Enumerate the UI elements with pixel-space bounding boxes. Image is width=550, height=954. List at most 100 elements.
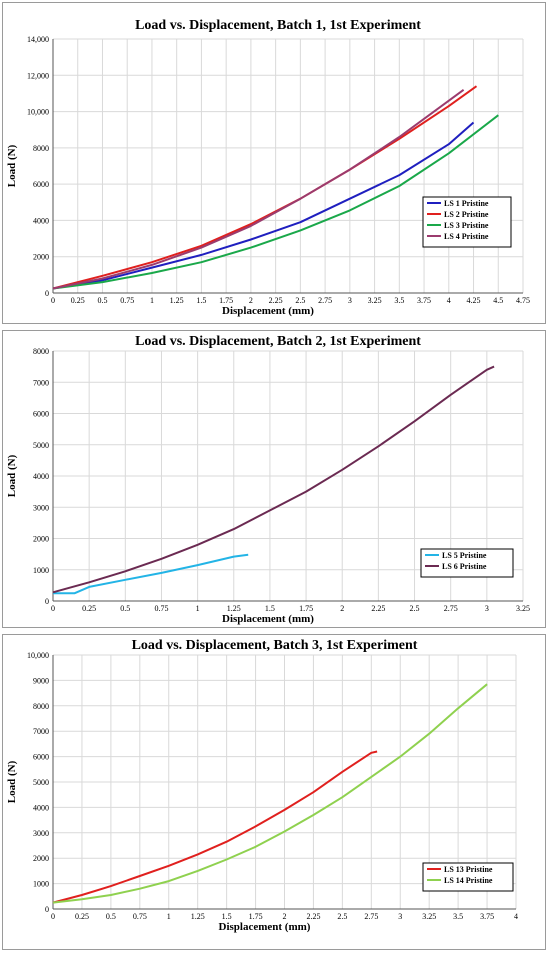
x-tick-label: 1.5 xyxy=(222,912,232,921)
y-tick-label: 8000 xyxy=(33,702,49,711)
y-tick-label: 2000 xyxy=(33,535,49,544)
x-tick-label: 2.5 xyxy=(337,912,347,921)
y-tick-label: 10,000 xyxy=(27,108,49,117)
x-tick-label: 0.75 xyxy=(154,604,168,613)
y-tick-label: 6000 xyxy=(33,410,49,419)
y-tick-label: 14,000 xyxy=(27,35,49,44)
chart-title: Load vs. Displacement, Batch 1, 1st Expe… xyxy=(135,18,421,33)
x-tick-label: 1.5 xyxy=(196,296,206,305)
y-tick-label: 3000 xyxy=(33,829,49,838)
series-line xyxy=(52,85,478,290)
x-tick-label: 1.5 xyxy=(265,604,275,613)
y-tick-label: 8000 xyxy=(33,347,49,356)
x-tick-label: 3.75 xyxy=(417,296,431,305)
x-tick-label: 1 xyxy=(167,912,171,921)
y-tick-label: 6000 xyxy=(33,180,49,189)
x-tick-label: 3.5 xyxy=(394,296,404,305)
x-tick-label: 3.25 xyxy=(516,604,530,613)
series-line xyxy=(52,121,475,290)
y-tick-label: 9000 xyxy=(33,676,49,685)
x-tick-label: 2.75 xyxy=(444,604,458,613)
x-tick-label: 0 xyxy=(51,604,55,613)
chart-panel-batch-2: Load vs. Displacement, Batch 2, 1st Expe… xyxy=(2,330,546,628)
legend-label: LS 6 Pristine xyxy=(442,562,487,571)
x-tick-label: 4.75 xyxy=(516,296,530,305)
y-tick-label: 5000 xyxy=(33,778,49,787)
x-tick-label: 3.25 xyxy=(422,912,436,921)
x-tick-label: 0.75 xyxy=(133,912,147,921)
y-axis-label: Load (N) xyxy=(6,144,18,187)
y-tick-label: 3000 xyxy=(33,503,49,512)
x-tick-label: 2.5 xyxy=(295,296,305,305)
chart-title: Load vs. Displacement, Batch 2, 1st Expe… xyxy=(135,334,421,349)
x-axis-label: Displacement (mm) xyxy=(222,613,314,625)
legend-box xyxy=(422,862,514,892)
chart-batch-2: Load vs. Displacement, Batch 2, 1st Expe… xyxy=(6,334,530,625)
y-tick-label: 2000 xyxy=(33,253,49,262)
x-tick-label: 0 xyxy=(51,296,55,305)
chart-title: Load vs. Displacement, Batch 3, 1st Expe… xyxy=(132,638,418,653)
y-tick-label: 4000 xyxy=(33,216,49,225)
y-tick-label: 6000 xyxy=(33,753,49,762)
y-tick-label: 4000 xyxy=(33,472,49,481)
legend-label: LS 14 Pristine xyxy=(444,876,493,885)
x-tick-label: 1.25 xyxy=(191,912,205,921)
x-tick-label: 2 xyxy=(249,296,253,305)
legend-label: LS 5 Pristine xyxy=(442,551,487,560)
y-tick-label: 0 xyxy=(45,289,49,298)
legend-box xyxy=(422,196,512,248)
x-tick-label: 3 xyxy=(348,296,352,305)
x-tick-label: 1.25 xyxy=(170,296,184,305)
legend-label: LS 2 Pristine xyxy=(444,210,489,219)
x-tick-label: 1 xyxy=(150,296,154,305)
x-tick-label: 3.75 xyxy=(480,912,494,921)
y-tick-label: 7000 xyxy=(33,378,49,387)
y-tick-label: 1000 xyxy=(33,880,49,889)
x-tick-label: 3.5 xyxy=(453,912,463,921)
x-tick-label: 3 xyxy=(398,912,402,921)
x-tick-label: 4.25 xyxy=(467,296,481,305)
x-axis-label: Displacement (mm) xyxy=(222,305,314,317)
x-tick-label: 1 xyxy=(196,604,200,613)
x-tick-label: 2.5 xyxy=(410,604,420,613)
x-tick-label: 2.75 xyxy=(318,296,332,305)
x-axis-label: Displacement (mm) xyxy=(219,921,311,933)
y-tick-label: 10,000 xyxy=(27,651,49,660)
y-tick-label: 12,000 xyxy=(27,71,49,80)
x-tick-label: 0.5 xyxy=(106,912,116,921)
y-tick-label: 7000 xyxy=(33,727,49,736)
y-tick-label: 0 xyxy=(45,597,49,606)
legend-label: LS 4 Pristine xyxy=(444,232,489,241)
x-tick-label: 1.75 xyxy=(299,604,313,613)
series-line xyxy=(52,88,465,290)
x-tick-label: 2.75 xyxy=(364,912,378,921)
x-tick-label: 3.25 xyxy=(368,296,382,305)
chart-batch-1: Load vs. Displacement, Batch 1, 1st Expe… xyxy=(6,18,530,317)
legend-label: LS 1 Pristine xyxy=(444,199,489,208)
legend-label: LS 3 Pristine xyxy=(444,221,489,230)
chart-panel-batch-1: Load vs. Displacement, Batch 1, 1st Expe… xyxy=(2,2,546,324)
x-tick-label: 0.25 xyxy=(71,296,85,305)
chart-panel-batch-3: Load vs. Displacement, Batch 3, 1st Expe… xyxy=(2,634,546,950)
y-tick-label: 8000 xyxy=(33,144,49,153)
x-tick-label: 0.5 xyxy=(97,296,107,305)
series-line xyxy=(52,365,495,594)
x-tick-label: 2.25 xyxy=(269,296,283,305)
series-line xyxy=(52,114,499,290)
chart-batch-3: Load vs. Displacement, Batch 3, 1st Expe… xyxy=(6,638,518,933)
y-axis-label: Load (N) xyxy=(6,760,18,803)
x-tick-label: 0.75 xyxy=(120,296,134,305)
x-tick-label: 0.25 xyxy=(75,912,89,921)
series-line xyxy=(52,683,488,904)
series-line xyxy=(52,750,378,904)
x-tick-label: 2 xyxy=(283,912,287,921)
y-tick-label: 5000 xyxy=(33,441,49,450)
y-tick-label: 0 xyxy=(45,905,49,914)
x-tick-label: 2 xyxy=(340,604,344,613)
x-tick-label: 2.25 xyxy=(306,912,320,921)
x-tick-label: 2.25 xyxy=(371,604,385,613)
x-tick-label: 0.25 xyxy=(82,604,96,613)
x-tick-label: 4.5 xyxy=(493,296,503,305)
x-tick-label: 3 xyxy=(485,604,489,613)
